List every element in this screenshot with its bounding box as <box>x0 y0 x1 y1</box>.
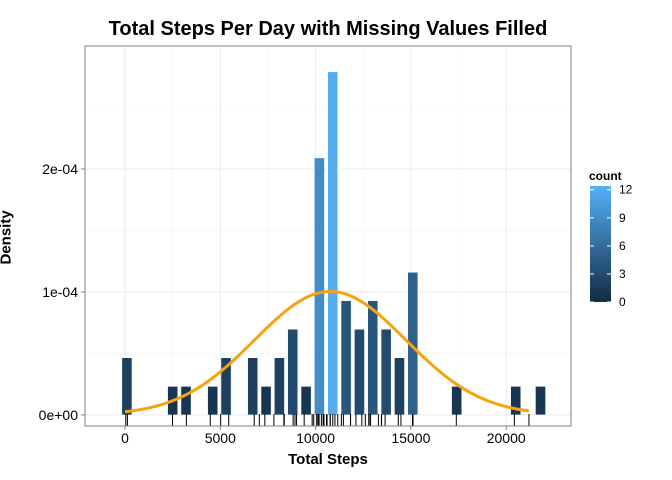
histogram-bar <box>121 357 133 416</box>
histogram-bar <box>380 328 392 416</box>
y-tick-label: 1e-04 <box>42 284 78 300</box>
legend-tick-label: 0 <box>619 295 626 309</box>
histogram-bar <box>340 300 352 416</box>
x-axis: 0 5000 10000 15000 20000 <box>121 426 526 446</box>
legend-title: count <box>589 169 622 183</box>
histogram-bar <box>300 386 312 416</box>
legend: 0 3 6 9 12 <box>590 183 633 309</box>
x-tick-label: 5000 <box>205 430 236 446</box>
panel-border <box>84 45 572 427</box>
histogram-bar <box>327 71 339 416</box>
rug <box>125 414 530 426</box>
histogram-bar <box>180 386 192 416</box>
histogram-bar <box>247 357 259 416</box>
legend-tick-label: 12 <box>619 183 633 197</box>
chart-title: Total Steps Per Day with Missing Values … <box>108 18 548 40</box>
histogram-bar <box>287 328 299 416</box>
y-axis-label: Density <box>0 210 15 265</box>
x-axis-label: Total Steps <box>288 451 368 468</box>
x-tick-label: 10000 <box>296 430 335 446</box>
histogram-bar <box>314 157 325 416</box>
x-tick-label: 15000 <box>391 430 430 446</box>
legend-colorbar <box>590 186 611 302</box>
histogram-bar <box>274 357 285 416</box>
y-tick-label: 0e+00 <box>39 407 79 423</box>
histogram-bar <box>535 386 546 416</box>
histogram-bar <box>260 386 272 416</box>
density-curve-layer <box>124 289 530 414</box>
bars <box>121 71 546 416</box>
y-tick-label: 2e-04 <box>42 161 78 177</box>
x-tick-label: 0 <box>121 430 129 446</box>
histogram-bar <box>220 357 232 416</box>
legend-tick-label: 3 <box>619 267 626 281</box>
histogram-bar <box>394 357 405 416</box>
legend-tick-label: 9 <box>619 211 626 225</box>
histogram-bar <box>510 386 522 416</box>
x-tick-label: 20000 <box>487 430 526 446</box>
histogram-bar <box>207 386 218 416</box>
legend-tick-label: 6 <box>619 239 626 253</box>
histogram-bar <box>354 328 365 416</box>
histogram-bar <box>451 386 462 416</box>
y-axis: 0e+00 1e-04 2e-04 <box>39 161 85 423</box>
density-curve <box>124 289 530 414</box>
histogram-bar <box>367 300 379 416</box>
